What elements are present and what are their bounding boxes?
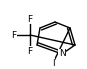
Text: I: I — [52, 59, 54, 67]
Text: F: F — [27, 47, 33, 55]
Text: N: N — [59, 49, 65, 59]
Text: F: F — [27, 14, 33, 24]
Text: F: F — [11, 30, 17, 39]
